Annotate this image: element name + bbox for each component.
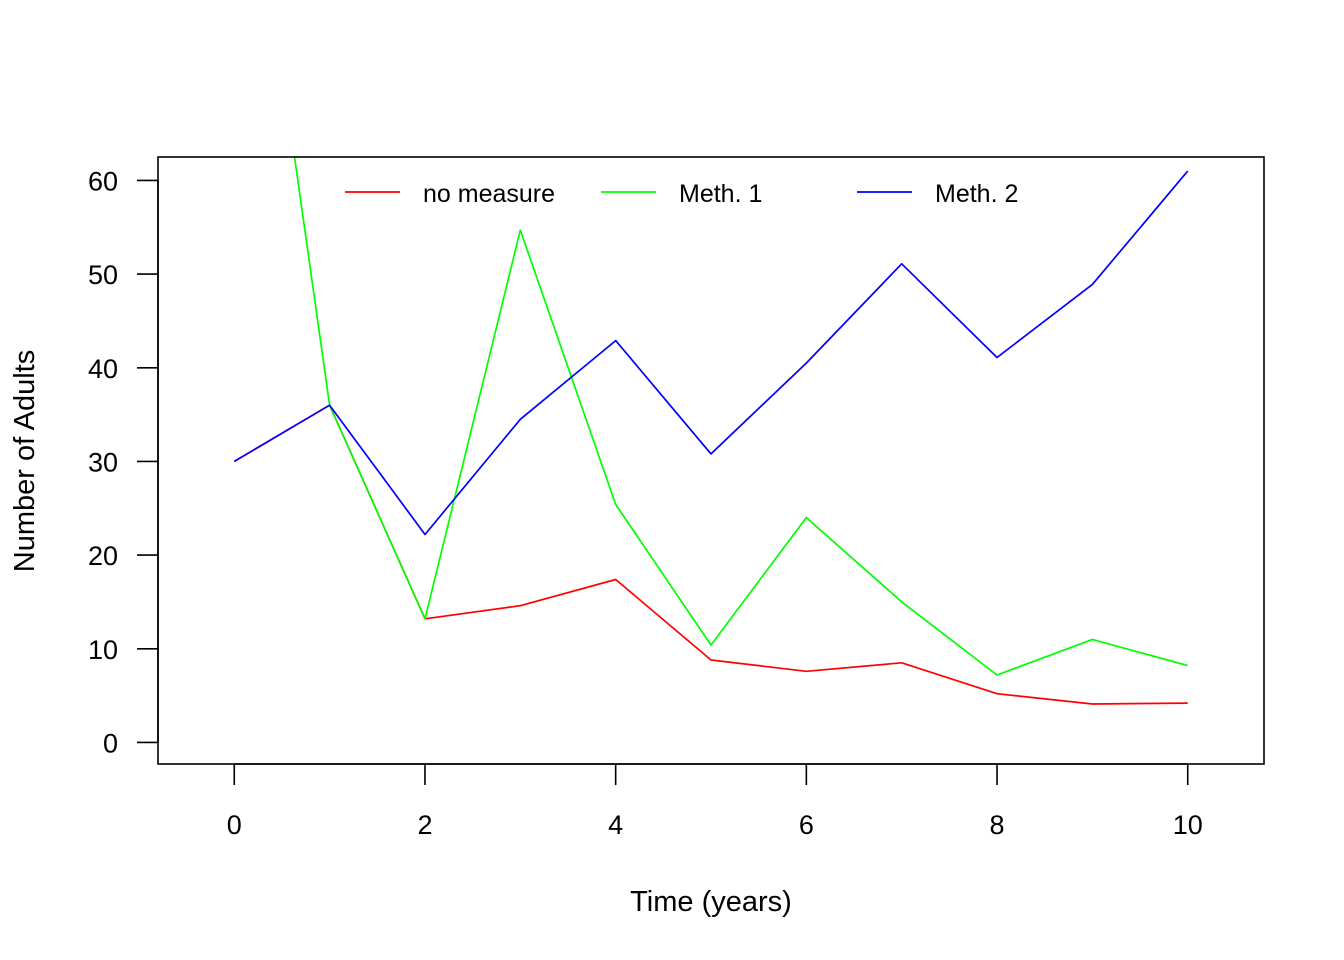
y-axis-title: Number of Adults — [9, 350, 41, 572]
y-tick-label: 40 — [88, 354, 118, 384]
series-layer — [233, 157, 1189, 705]
plot-frame — [157, 156, 1265, 765]
x-tick-label: 8 — [990, 810, 1005, 840]
x-tick-label: 0 — [227, 810, 242, 840]
y-tick-label: 30 — [88, 447, 118, 477]
x-axis-title: Time (years) — [630, 886, 792, 918]
legend-label: Meth. 1 — [679, 180, 762, 208]
legend: no measure Meth. 1 Meth. 2 — [345, 180, 1018, 208]
y-tick-label: 20 — [88, 541, 118, 571]
y-tick-label: 0 — [103, 728, 118, 758]
series-line-2 — [293, 157, 1188, 676]
y-axis: 0 10 20 30 40 50 60 — [88, 166, 159, 758]
x-axis: 0 2 4 6 8 10 — [227, 763, 1203, 840]
series-line-1 — [233, 404, 1188, 705]
x-tick-label: 6 — [799, 810, 814, 840]
y-tick-label: 60 — [88, 166, 118, 196]
series-line-3 — [233, 170, 1189, 536]
y-tick-label: 10 — [88, 635, 118, 665]
x-tick-label: 10 — [1173, 810, 1203, 840]
x-tick-label: 4 — [608, 810, 623, 840]
legend-label: Meth. 2 — [935, 180, 1018, 208]
y-tick-label: 50 — [88, 260, 118, 290]
x-tick-label: 2 — [417, 810, 432, 840]
legend-label: no measure — [423, 180, 555, 208]
